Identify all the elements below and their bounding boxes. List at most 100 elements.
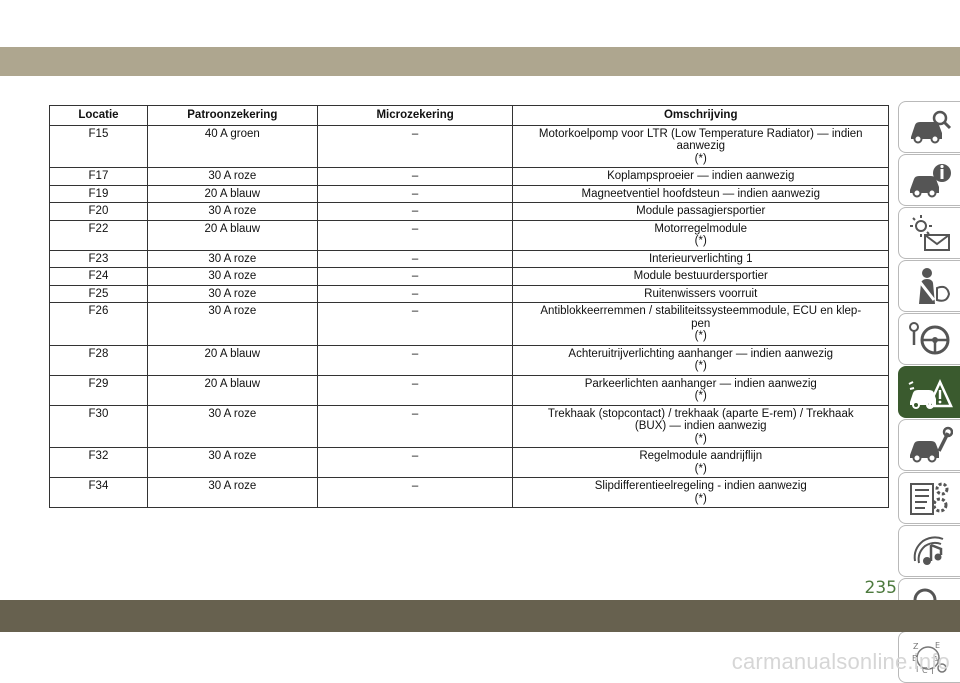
seatbelt-airbag-icon: [918, 268, 950, 304]
tab-in-case-of-emergency[interactable]: [898, 366, 960, 418]
tab-instrument-panel[interactable]: [898, 207, 960, 259]
fuse-table: Locatie Patroonzekering Microzekering Om…: [49, 105, 889, 508]
svg-text:E: E: [935, 641, 940, 650]
micro-fuse-cell: –: [316, 374, 514, 406]
description-line: Koplampsproeier — indien aanwezig: [607, 170, 795, 182]
description-cell: Koplampsproeier — indien aanwezig: [512, 167, 889, 186]
location-cell: F24: [49, 267, 148, 286]
description-line: pen: [691, 317, 711, 330]
table-row: F24 30 A roze – Module bestuurdersportier: [49, 267, 889, 286]
description-cell: Motorregelmodule (*): [512, 219, 889, 251]
cartridge-fuse-cell: 20 A blauw: [146, 374, 318, 406]
car-magnifier-icon: [910, 110, 951, 144]
car-breakdown-warning-icon: [908, 378, 953, 409]
tab-multimedia[interactable]: [898, 525, 960, 577]
description-line: aanwezig: [676, 140, 726, 152]
description-line: Module bestuurdersportier: [633, 270, 768, 282]
description-line: (BUX) — indien aanwezig: [634, 420, 767, 432]
description-line: Achteruitrijverlichting aanhanger — indi…: [568, 347, 834, 360]
micro-fuse-cell: –: [316, 202, 514, 221]
location-cell: F20: [49, 202, 148, 221]
micro-fuse-cell: –: [316, 167, 514, 186]
cartridge-fuse-cell: 30 A roze: [146, 267, 318, 286]
cartridge-fuse-cell: 30 A roze: [146, 167, 318, 186]
table-row: F15 40 A groen – Motorkoelpomp voor LTR (Lo…: [49, 124, 889, 168]
location-cell: F22: [49, 219, 148, 251]
location-cell: F28: [49, 344, 148, 376]
cartridge-fuse-cell: 30 A roze: [146, 249, 318, 268]
tab-getting-started[interactable]: [898, 154, 960, 206]
micro-fuse-cell: –: [316, 124, 514, 168]
micro-fuse-cell: –: [316, 219, 514, 251]
description-cell: Slipdifferentieelregeling - indien aanwe…: [512, 477, 889, 508]
description-cell: Motorkoelpomp voor LTR (Low Temperature …: [512, 124, 889, 168]
description-cell: Module bestuurdersportier: [512, 267, 889, 286]
location-cell: F30: [49, 404, 148, 448]
description-cell: Module passagiersportier: [512, 202, 889, 221]
header-band: [0, 47, 960, 76]
warning-lights-message-icon: [909, 215, 950, 251]
description-line: Magneetventiel hoofdsteun — indien aanwe…: [581, 187, 820, 200]
description-cell: Magneetventiel hoofdsteun — indien aanwe…: [512, 184, 889, 203]
svg-text:I: I: [916, 665, 918, 674]
tab-servicing-maintenance[interactable]: [898, 419, 960, 471]
micro-fuse-cell: –: [316, 267, 514, 286]
location-cell: F29: [49, 374, 148, 406]
description-line: (*): [694, 152, 707, 165]
cartridge-fuse-cell: 30 A roze: [146, 202, 318, 221]
description-line: Ruitenwissers voorruit: [644, 287, 758, 300]
cartridge-fuse-cell: 20 A blauw: [146, 219, 318, 251]
svg-text:T: T: [929, 667, 935, 676]
cartridge-fuse-cell: 40 A groen: [146, 124, 318, 168]
location-cell: F25: [49, 284, 148, 303]
header-micro-fuse: Microzekering: [316, 105, 514, 126]
table-row: F29 20 A blauw – Parkeerlichten aanhanger —…: [49, 374, 889, 406]
micro-fuse-cell: –: [316, 249, 514, 268]
description-line: (*): [694, 390, 707, 402]
description-line: Regelmodule aandrijflijn: [639, 450, 763, 462]
description-cell: Interieurverlichting 1: [512, 249, 889, 268]
tab-technical-specifications[interactable]: [898, 472, 960, 524]
description-cell: Parkeerlichten aanhanger — indien aanwez…: [512, 374, 889, 406]
description-line: (*): [694, 235, 707, 247]
cartridge-fuse-cell: 30 A roze: [146, 284, 318, 303]
description-line: (*): [694, 492, 707, 505]
description-line: (*): [694, 330, 707, 342]
description-cell: Antiblokkeerremmen / stabiliteitssysteem…: [512, 302, 889, 346]
multimedia-note-icon: [913, 536, 943, 565]
location-cell: F32: [49, 447, 148, 478]
table-row: F19 20 A blauw – Magneetventiel hoofdsteun …: [49, 184, 889, 203]
header-location: Locatie: [49, 105, 148, 126]
table-row: F20 30 A roze – Module passagiersportier: [49, 202, 889, 221]
description-line: (*): [694, 462, 707, 475]
location-cell: F23: [49, 249, 148, 268]
description-line: Motorregelmodule: [654, 222, 748, 235]
table-header-row: Locatie Patroonzekering Microzekering Om…: [49, 105, 889, 126]
location-cell: F19: [49, 184, 148, 203]
cartridge-fuse-cell: 30 A roze: [146, 404, 318, 448]
car-wrench-icon: [909, 426, 953, 463]
description-line: Slipdifferentieelregeling - indien aanwe…: [594, 480, 807, 492]
description-line: Module passagiersportier: [636, 205, 766, 217]
location-cell: F15: [49, 124, 148, 168]
svg-text:C: C: [922, 666, 928, 675]
description-line: (*): [694, 360, 707, 372]
tab-getting-to-know-vehicle[interactable]: [898, 101, 960, 153]
tab-starting-operating[interactable]: [898, 313, 960, 365]
table-row: F34 30 A roze – Slipdifferentieelregeling -…: [49, 477, 889, 508]
micro-fuse-cell: –: [316, 404, 514, 448]
description-line: Antiblokkeerremmen / stabiliteitssysteem…: [540, 305, 862, 317]
table-row: F17 30 A roze – Koplampsproeier — indien aa…: [49, 167, 889, 186]
cartridge-fuse-cell: 20 A blauw: [146, 184, 318, 203]
location-cell: F26: [49, 302, 148, 346]
micro-fuse-cell: –: [316, 184, 514, 203]
steering-wheel-key-icon: [908, 322, 949, 355]
fuse-table-body: F15 40 A groen – Motorkoelpomp voor LTR (Lo…: [49, 124, 889, 508]
micro-fuse-cell: –: [316, 302, 514, 346]
micro-fuse-cell: –: [316, 477, 514, 508]
micro-fuse-cell: –: [316, 447, 514, 478]
svg-text:A: A: [933, 655, 939, 664]
tab-safety[interactable]: [898, 260, 960, 312]
